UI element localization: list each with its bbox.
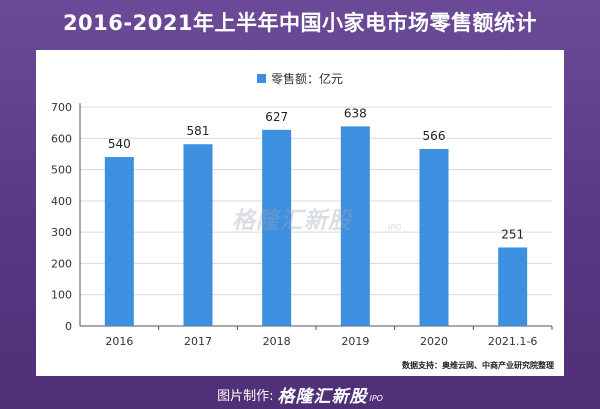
bar bbox=[104, 157, 134, 326]
y-tick-label: 600 bbox=[51, 132, 72, 145]
bar-chart: 0 100 200 300 400 500 600 700 540 581 627 638 566 25… bbox=[51, 71, 554, 370]
data-label: 540 bbox=[108, 137, 131, 151]
data-label: 251 bbox=[501, 227, 524, 241]
y-tick-label: 200 bbox=[51, 257, 72, 270]
watermark: 格隆汇新股 IPO bbox=[232, 208, 401, 234]
bar bbox=[498, 247, 528, 326]
x-tick-label: 2017 bbox=[184, 335, 212, 348]
legend-swatch bbox=[257, 74, 266, 83]
y-tick-label: 0 bbox=[65, 320, 72, 333]
bar bbox=[262, 129, 292, 326]
bar bbox=[183, 144, 213, 326]
x-tick-label: 2020 bbox=[420, 335, 448, 348]
y-tick-labels: 0 100 200 300 400 500 600 700 bbox=[51, 101, 72, 333]
legend: 零售额：亿元 bbox=[257, 71, 343, 86]
data-label: 566 bbox=[423, 129, 446, 143]
footer-label: 图片制作: bbox=[217, 389, 274, 404]
x-tick-label: 2016 bbox=[105, 335, 133, 348]
legend-label: 零售额：亿元 bbox=[271, 71, 343, 86]
source-note: 数据支持：奥维云网、中商产业研究院整理 bbox=[402, 360, 554, 370]
axes bbox=[79, 103, 553, 330]
footer: 图片制作: 格隆汇新股 IPO bbox=[0, 380, 600, 409]
y-tick-label: 400 bbox=[51, 195, 72, 208]
y-tick-label: 300 bbox=[51, 226, 72, 239]
y-tick-label: 700 bbox=[51, 101, 72, 114]
data-labels: 540 581 627 638 566 251 bbox=[108, 106, 524, 241]
chart-card: 0 100 200 300 400 500 600 700 540 581 627 638 566 25… bbox=[36, 50, 564, 376]
x-tick-label: 2021.1-6 bbox=[488, 335, 537, 348]
grid-lines bbox=[80, 106, 552, 327]
bar bbox=[419, 148, 449, 326]
x-tick-label: 2019 bbox=[341, 335, 369, 348]
x-tick-label: 2018 bbox=[263, 335, 291, 348]
data-label: 627 bbox=[265, 110, 288, 124]
y-tick-label: 100 bbox=[51, 289, 72, 302]
bars bbox=[104, 126, 528, 326]
watermark-sub: IPO bbox=[388, 223, 401, 232]
footer-brand: 格隆汇新股 bbox=[277, 387, 368, 407]
data-label: 581 bbox=[187, 124, 210, 138]
x-tick-labels: 2016 2017 2018 2019 2020 2021.1-6 bbox=[105, 335, 537, 348]
data-label: 638 bbox=[344, 106, 367, 120]
watermark-text: 格隆汇新股 bbox=[232, 208, 354, 234]
y-tick-label: 500 bbox=[51, 164, 72, 177]
page-title: 2016-2021年上半年中国小家电市场零售额统计 bbox=[62, 11, 538, 35]
bar bbox=[340, 126, 370, 326]
footer-brand-sub: IPO bbox=[369, 394, 383, 403]
